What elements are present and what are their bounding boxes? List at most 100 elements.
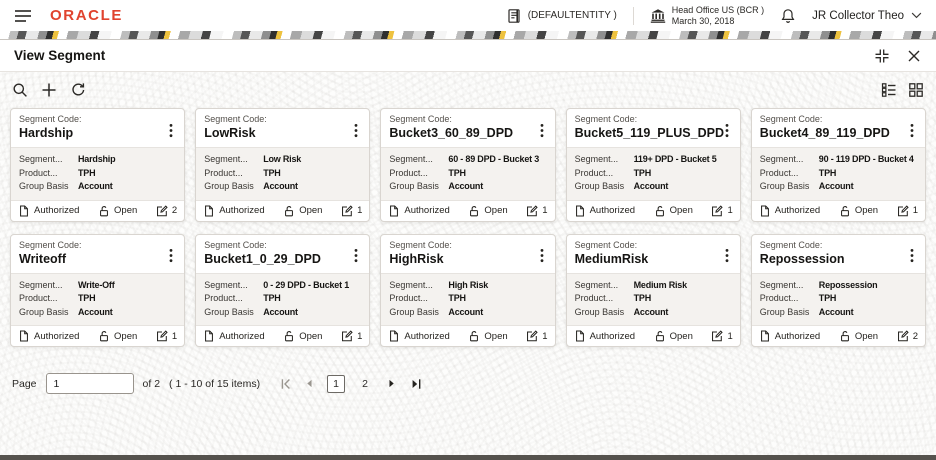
card-actions-menu-icon[interactable]	[720, 248, 734, 264]
authorization-status: Authorized	[574, 205, 635, 217]
edit-pencil-icon	[711, 204, 724, 217]
previous-page-icon[interactable]	[303, 377, 316, 390]
card-actions-menu-icon[interactable]	[349, 248, 363, 264]
group-basis-value: Account	[78, 181, 113, 191]
edit-count: 1	[526, 204, 548, 217]
edit-pencil-icon	[526, 330, 538, 342]
segment-name-value: High Risk	[448, 279, 489, 290]
product-value: TPH	[633, 167, 652, 178]
card-body: Segment... Hardship Product... TPH Group…	[11, 147, 185, 200]
authorized-document-icon	[759, 330, 771, 342]
authorized-document-icon	[203, 205, 215, 217]
card-body: Segment... Write-Off Product... TPH Grou…	[11, 272, 185, 325]
group-basis-label: Group Basis	[19, 306, 69, 317]
segment-code-label: Segment Code:	[19, 239, 82, 250]
topbar-divider	[632, 6, 634, 25]
group-basis-label: Group Basis	[574, 306, 625, 317]
product-value: TPH	[818, 293, 837, 303]
group-basis-label: Group Basis	[759, 306, 810, 317]
card-footer: Authorized Open 1	[381, 199, 555, 221]
search-icon[interactable]	[12, 82, 28, 98]
segment-code-label: Segment Code:	[204, 239, 267, 250]
page-button-current[interactable]: 1	[327, 374, 346, 393]
product-label: Product...	[19, 293, 58, 303]
card-actions-menu-icon[interactable]	[164, 122, 178, 138]
group-basis-label: Group Basis	[574, 181, 625, 191]
segment-name-value: Medium Risk	[633, 279, 688, 290]
segment-card: Segment Code: Bucket3_60_89_DPD Segment.…	[380, 108, 556, 222]
list-view-toggle-icon[interactable]	[881, 82, 897, 98]
page-button-2[interactable]: 2	[362, 377, 369, 390]
page-title: View Segment	[14, 48, 106, 63]
card-actions-menu-icon[interactable]	[535, 122, 549, 138]
product-value: TPH	[78, 293, 96, 303]
branch-selector[interactable]: Head Office US (BCR ) March 30, 2018	[650, 5, 764, 27]
segment-code-label: Segment Code:	[19, 114, 82, 124]
entity-selector[interactable]: (DEFAULTENTITY )	[506, 8, 617, 24]
product-value: TPH	[263, 167, 281, 178]
first-page-icon[interactable]	[279, 377, 292, 390]
segment-name-value: Repossession	[818, 279, 878, 290]
page-number-input[interactable]	[45, 373, 134, 394]
product-label: Product...	[204, 293, 243, 303]
product-label: Product...	[204, 167, 243, 178]
card-actions-menu-icon[interactable]	[905, 122, 919, 138]
last-page-icon[interactable]	[409, 377, 422, 390]
entity-label: (DEFAULTENTITY )	[527, 10, 617, 21]
group-basis-value: Account	[78, 306, 113, 317]
product-label: Product...	[389, 167, 428, 178]
authorization-status: Authorized	[203, 330, 265, 342]
unlock-icon	[654, 330, 666, 342]
segment-name-label: Segment...	[204, 279, 248, 290]
card-header: Segment Code: Repossession	[752, 235, 925, 273]
decorative-banner-strip	[0, 31, 936, 40]
edit-pencil-icon	[156, 204, 168, 217]
user-menu[interactable]: JR Collector Theo	[812, 10, 922, 22]
card-actions-menu-icon[interactable]	[905, 248, 919, 264]
group-basis-label: Group Basis	[204, 181, 254, 191]
segment-name-value: 60 - 89 DPD - Bucket 3	[448, 154, 540, 164]
unlock-icon	[839, 205, 851, 217]
unlock-icon	[654, 205, 666, 217]
card-actions-menu-icon[interactable]	[535, 248, 549, 264]
grid-view-toggle-icon[interactable]	[908, 82, 924, 98]
expand-panel-icon[interactable]	[874, 48, 890, 64]
segment-name-label: Segment...	[389, 154, 433, 164]
segment-name-label: Segment...	[759, 154, 804, 164]
product-label: Product...	[574, 167, 614, 178]
segment-card: Segment Code: HighRisk Segment... High R…	[380, 233, 556, 347]
group-basis-value: Account	[818, 306, 854, 317]
card-header: Segment Code: Bucket4_89_119_DPD	[752, 109, 925, 147]
edit-count: 1	[897, 204, 918, 217]
unlock-icon	[839, 330, 851, 342]
card-body: Segment... 90 - 119 DPD - Bucket 4 Produ…	[751, 147, 925, 200]
add-icon[interactable]	[41, 82, 57, 98]
segment-card: Segment Code: Writeoff Segment... Write-…	[10, 233, 186, 347]
next-page-icon[interactable]	[385, 377, 398, 390]
hamburger-menu-icon[interactable]	[14, 9, 32, 23]
edit-pencil-icon	[341, 330, 353, 342]
notifications-bell-icon[interactable]	[780, 8, 796, 24]
card-body: Segment... Repossession Product... TPH G…	[751, 272, 925, 325]
card-actions-menu-icon[interactable]	[349, 122, 363, 138]
edit-count: 1	[526, 330, 548, 342]
segment-code-label: Segment Code:	[204, 114, 267, 124]
record-status: Open	[654, 205, 693, 217]
items-range-label: ( 1 - 10 of 15 items)	[169, 377, 261, 390]
authorization-status: Authorized	[203, 205, 265, 217]
segment-name-label: Segment...	[759, 279, 804, 290]
card-actions-menu-icon[interactable]	[720, 122, 734, 138]
unlock-icon	[283, 330, 295, 342]
chevron-down-icon	[911, 10, 922, 22]
refresh-icon[interactable]	[70, 82, 86, 98]
authorization-status: Authorized	[759, 205, 820, 217]
segment-name-value: Low Risk	[263, 154, 302, 164]
segment-code-value: HighRisk	[389, 251, 444, 266]
segment-code-value: Bucket3_60_89_DPD	[389, 126, 514, 140]
segment-code-value: LowRisk	[204, 126, 256, 140]
card-actions-menu-icon[interactable]	[164, 248, 178, 264]
authorization-status: Authorized	[18, 205, 79, 217]
user-name: JR Collector Theo	[812, 9, 904, 22]
close-panel-icon[interactable]	[906, 48, 922, 64]
